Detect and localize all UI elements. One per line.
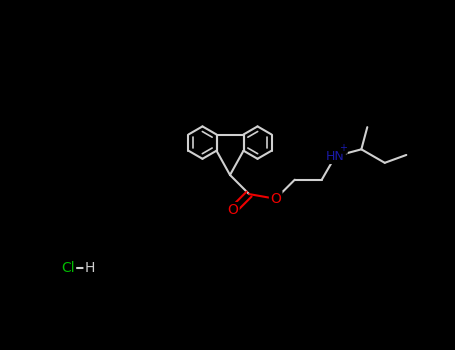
Text: Cl: Cl <box>61 261 75 275</box>
Text: O: O <box>270 192 281 206</box>
Text: H: H <box>85 261 95 275</box>
Text: +: + <box>339 143 347 153</box>
Text: HN: HN <box>326 150 344 163</box>
Text: O: O <box>228 203 238 217</box>
